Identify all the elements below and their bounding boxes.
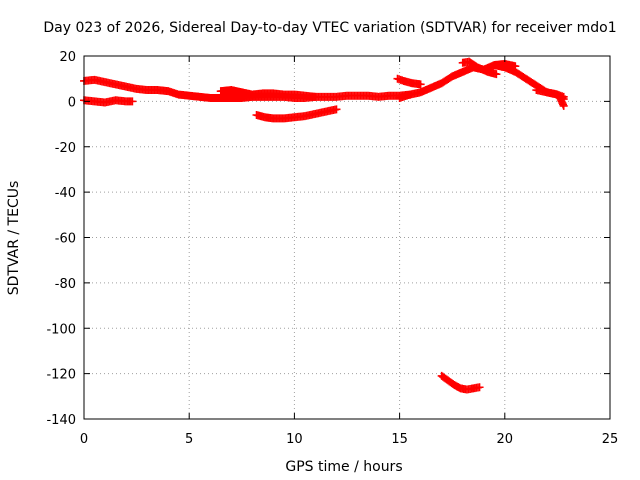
- y-tick-label: -80: [55, 277, 76, 292]
- y-axis-label: SDTVAR / TECUs: [6, 181, 22, 296]
- series-track-11: [437, 371, 484, 394]
- axis-ticks: 0 5 10 15 20 25 20 0 -20 -40 -60 -80 -100 -120 -140: [46, 50, 618, 447]
- y-tick-label: -40: [55, 186, 76, 201]
- x-tick-label: 5: [185, 432, 193, 447]
- x-tick-label: 25: [602, 432, 619, 447]
- data-point: [492, 70, 501, 79]
- x-tick-label: 20: [497, 432, 514, 447]
- x-tick-label: 15: [391, 432, 408, 447]
- data-point: [475, 383, 484, 392]
- series-track-3: [216, 86, 320, 101]
- series-track-6: [393, 74, 425, 89]
- y-tick-label: -100: [46, 322, 76, 337]
- x-tick-label: 0: [80, 432, 88, 447]
- data-point: [559, 101, 568, 110]
- y-tick-label: -140: [46, 413, 76, 428]
- data-point: [511, 62, 520, 71]
- series-track-4: [252, 105, 341, 123]
- data-point: [311, 92, 320, 101]
- data-point: [416, 80, 425, 89]
- chart-title: Day 023 of 2026, Sidereal Day-to-day VTE…: [43, 20, 616, 36]
- series-track-8: [490, 59, 520, 71]
- series-track-7: [458, 57, 501, 79]
- data-markers: [80, 57, 568, 394]
- series-track-10: [555, 92, 568, 110]
- x-axis-label: GPS time / hours: [285, 459, 402, 475]
- y-tick-label: -20: [55, 141, 76, 156]
- data-point: [332, 105, 341, 114]
- y-tick-label: -60: [55, 232, 76, 247]
- y-tick-label: -120: [46, 368, 76, 383]
- plot-frame: [83, 55, 611, 420]
- grid-lines: [84, 56, 610, 419]
- y-tick-label: 20: [59, 50, 76, 65]
- y-tick-label: 0: [68, 95, 76, 110]
- x-tick-label: 10: [286, 432, 303, 447]
- data-point: [128, 97, 137, 106]
